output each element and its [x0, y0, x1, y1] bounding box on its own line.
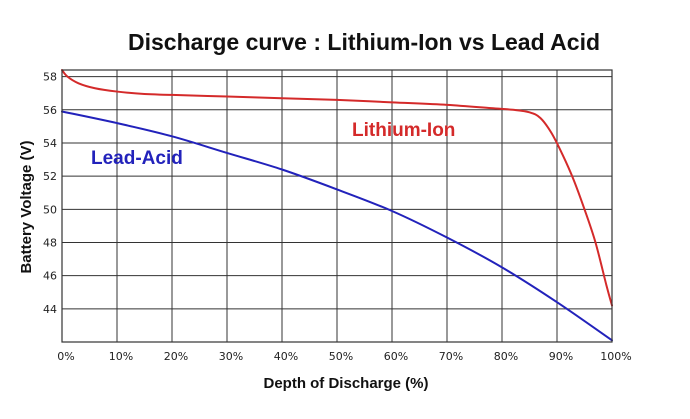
x-tick-label: 80% — [494, 350, 518, 363]
x-tick-label: 100% — [600, 350, 631, 363]
x-axis-ticks: 0% 10% 20% 30% 40% 50% 60% 70% 80% 90% 100% — [57, 350, 631, 363]
y-axis-label: Battery Voltage (V) — [18, 140, 35, 273]
y-tick-label: 56 — [43, 104, 57, 117]
series-label-lithium-ion: Lithium-Ion — [352, 120, 455, 141]
series-lines — [61, 69, 613, 342]
y-tick-label: 48 — [43, 236, 57, 249]
x-tick-label: 70% — [439, 350, 463, 363]
plot-frame — [61, 69, 613, 343]
y-tick-label: 46 — [43, 270, 57, 283]
y-tick-label: 50 — [43, 203, 57, 216]
x-tick-label: 40% — [274, 350, 298, 363]
x-tick-label: 0% — [57, 350, 74, 363]
x-tick-label: 60% — [384, 350, 408, 363]
series-line-lead-acid — [61, 110, 613, 342]
y-tick-label: 58 — [43, 71, 57, 84]
grid-lines — [61, 70, 613, 342]
y-tick-label: 44 — [43, 303, 57, 316]
x-axis-label: Depth of Discharge (%) — [263, 375, 428, 392]
chart-title: Discharge curve : Lithium-Ion vs Lead Ac… — [128, 29, 600, 55]
y-tick-label: 52 — [43, 170, 57, 183]
x-tick-label: 10% — [109, 350, 133, 363]
x-tick-label: 20% — [164, 350, 188, 363]
x-tick-label: 90% — [549, 350, 573, 363]
x-tick-label: 30% — [219, 350, 243, 363]
y-axis-ticks: 44 46 48 50 52 54 56 58 — [43, 71, 57, 316]
series-line-lithium-ion — [61, 69, 613, 307]
y-tick-label: 54 — [43, 137, 57, 150]
series-label-lead-acid: Lead-Acid — [91, 148, 183, 169]
x-tick-label: 50% — [329, 350, 353, 363]
